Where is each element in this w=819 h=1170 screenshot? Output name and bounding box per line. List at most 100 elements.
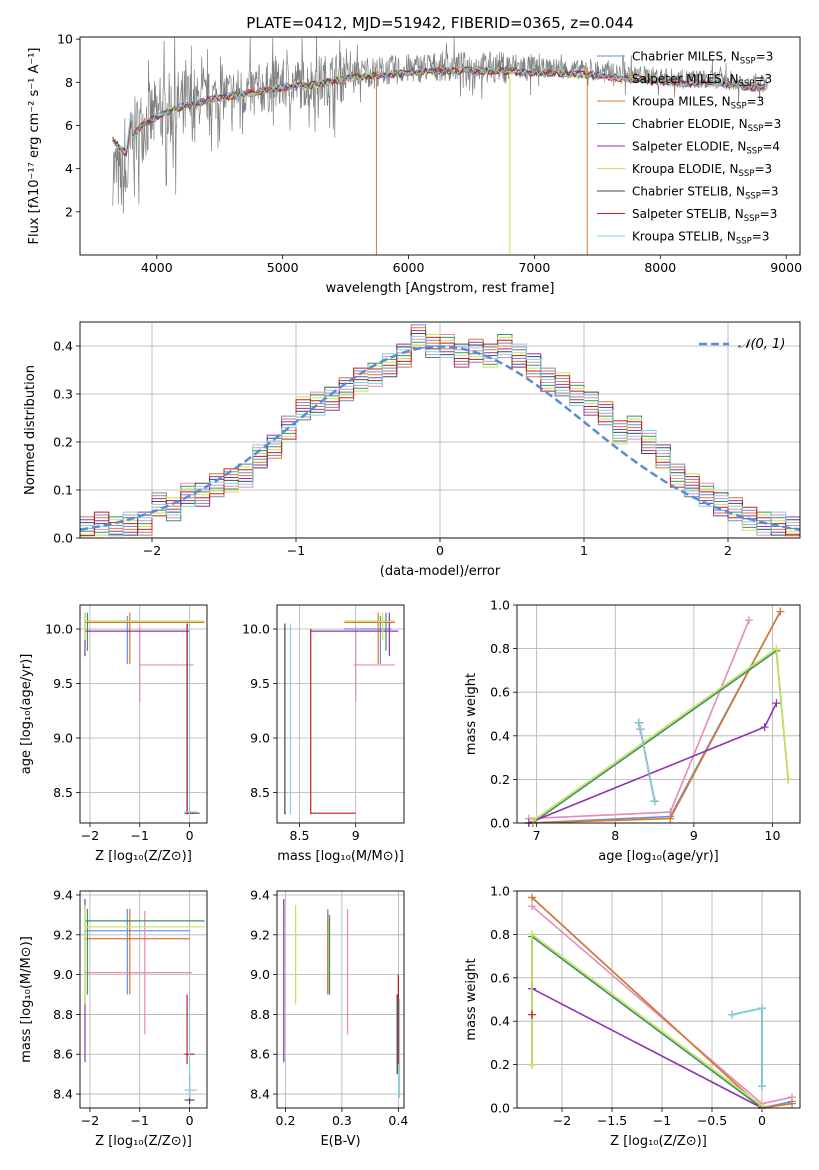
legend-n: =3 — [754, 72, 772, 86]
weight-line — [528, 611, 782, 824]
legend-n: =3 — [747, 95, 765, 109]
tick-label-y: 0.6 — [490, 685, 510, 700]
legend-sub: SSP — [731, 102, 747, 112]
observed-spectrum — [112, 37, 768, 214]
tick-label-x: 2 — [724, 543, 732, 558]
weight-marker — [528, 1060, 536, 1069]
tick-label-x: −1 — [131, 1113, 149, 1128]
tick-label-x: −1 — [287, 543, 305, 558]
legend-entry: Salpeter MILES, NSSP=3 — [632, 72, 772, 89]
weight-marker — [772, 644, 781, 653]
age-vs-mass-frame — [276, 604, 405, 824]
age-vs-mass-axes: 8.5 9 8.5 9.0 9.5 10.0 mass [log₁₀(M/M⊙)] — [242, 605, 404, 864]
weight-marker — [528, 1010, 536, 1019]
model-line-8 — [112, 65, 766, 153]
tick-label-x: 8.5 — [290, 828, 310, 843]
weight-marker — [528, 930, 536, 939]
weight-vs-Z-frame — [516, 890, 801, 1109]
weight-line — [731, 1007, 763, 1087]
axis-label-x: age [log₁₀(age/yr)] — [598, 849, 719, 864]
axis-label-x: Z [log₁₀(Z/Z⊙)] — [610, 1134, 707, 1149]
weight-vs-Z-series — [528, 893, 796, 1112]
legend-entry: Kroupa ELODIE, NSSP=3 — [632, 162, 772, 179]
axis-label-x: Z [log₁₀(Z/Z⊙)] — [95, 849, 192, 864]
weight-line — [731, 1007, 763, 1087]
tick-label-y: 8.8 — [250, 1007, 270, 1022]
tick-label-y: 0.6 — [490, 970, 510, 985]
tick-label-x: 7 — [533, 828, 541, 843]
tick-label-y: 9.0 — [53, 967, 73, 982]
tick-label-x: 4000 — [141, 260, 173, 275]
weight-marker — [788, 1099, 796, 1108]
weight-marker — [744, 616, 753, 625]
age-vs-mass-points — [284, 612, 399, 815]
mass-vs-Z-points — [84, 898, 205, 1105]
axis-label-y: age [log₁₀(age/yr)] — [19, 654, 34, 775]
weight-vs-Z-axes: −2 −1.5 −1 −0.5 0 0.0 0.2 0.4 0.6 0.8 1.0 Z [log₁₀(… — [464, 884, 800, 1149]
weight-marker — [776, 607, 785, 616]
tick-label-y: 0.2 — [490, 1057, 510, 1072]
tick-label-y: 0.3 — [53, 387, 73, 402]
tick-label-y: 9.5 — [250, 676, 270, 691]
legend-entry: Chabrier MILES, NSSP=3 — [632, 50, 773, 67]
mass-vs-Z-frame — [79, 890, 208, 1109]
axis-label-x: mass [log₁₀(M/M⊙)] — [277, 849, 404, 864]
tick-label-x: 0.4 — [388, 1113, 408, 1128]
legend-entry: 𝒩(0, 1) — [738, 337, 785, 352]
axis-label-y: mass weight — [464, 958, 479, 1040]
mass-vs-ebv-axes: 0.2 0.3 0.4 8.4 8.6 8.8 9.0 9.2 9.4 E(B-V) — [250, 887, 408, 1149]
residual-hist-8 — [80, 335, 800, 537]
tick-label-y: 8.5 — [53, 785, 73, 800]
tick-label-y: 9.5 — [53, 676, 73, 691]
tick-label-y: 8.6 — [53, 1047, 73, 1062]
weight-marker — [784, 775, 793, 784]
tick-label-x: 7000 — [518, 260, 550, 275]
figure-title: PLATE=0412, MJD=51942, FIBERID=0365, z=0… — [246, 14, 633, 32]
legend-sub: SSP — [736, 237, 752, 247]
legend-entry: Chabrier ELODIE, NSSP=3 — [632, 117, 781, 134]
mass-vs-ebv-frame — [276, 890, 405, 1109]
tick-label-y: 9.4 — [53, 887, 73, 902]
legend-n: =3 — [760, 207, 778, 221]
legend-n: =3 — [754, 162, 772, 176]
tick-label-y: 9.0 — [250, 730, 270, 745]
tick-label-x: 10 — [765, 828, 781, 843]
tick-label-y: 9.4 — [250, 887, 270, 902]
tick-label-x: 0 — [186, 828, 194, 843]
tick-label-y: 0.8 — [490, 641, 510, 656]
tick-label-x: −1 — [653, 1113, 671, 1128]
tick-label-x: 0 — [186, 1113, 194, 1128]
age-vs-Z-frame — [79, 604, 208, 824]
tick-label-y: 0.4 — [490, 728, 510, 743]
legend-entry: Kroupa STELIB, NSSP=3 — [632, 230, 770, 247]
tick-label-x: 8 — [611, 828, 619, 843]
legend-n: =3 — [761, 185, 779, 199]
weight-marker — [758, 1101, 766, 1110]
model-line-7 — [112, 66, 766, 157]
tick-label-x: 1 — [580, 543, 588, 558]
tick-label-y: 0.8 — [490, 927, 510, 942]
tick-label-y: 8.5 — [250, 785, 270, 800]
weight-line — [531, 935, 763, 1109]
tick-label-y: 0.0 — [490, 816, 510, 831]
ebv-bars — [283, 898, 401, 1099]
legend-sub: SSP — [740, 57, 756, 67]
tick-label-x: −1 — [131, 828, 149, 843]
tick-label-y: 1.0 — [490, 598, 510, 613]
axis-label-x: E(B-V) — [320, 1134, 360, 1149]
tick-label-y: 10.0 — [45, 621, 73, 636]
legend-entry: Salpeter ELODIE, NSSP=4 — [632, 140, 780, 157]
tick-label-y: 0.4 — [490, 1014, 510, 1029]
tick-label-y: 10.0 — [242, 621, 270, 636]
axis-label-x: (data-model)/error — [380, 564, 501, 579]
weight-marker — [760, 723, 769, 732]
legend-sub: SSP — [746, 147, 762, 157]
tick-label-x: 9 — [352, 828, 360, 843]
axis-label-x: Z [log₁₀(Z/Z⊙)] — [95, 1134, 192, 1149]
tick-label-x: −2 — [81, 1113, 99, 1128]
tick-label-y: 1.0 — [490, 884, 510, 899]
tick-label-y: 4 — [65, 161, 73, 176]
weight-line — [528, 702, 778, 824]
tick-label-x: −0.5 — [697, 1113, 727, 1128]
axis-label-x: wavelength [Angstrom, rest frame] — [326, 281, 555, 296]
